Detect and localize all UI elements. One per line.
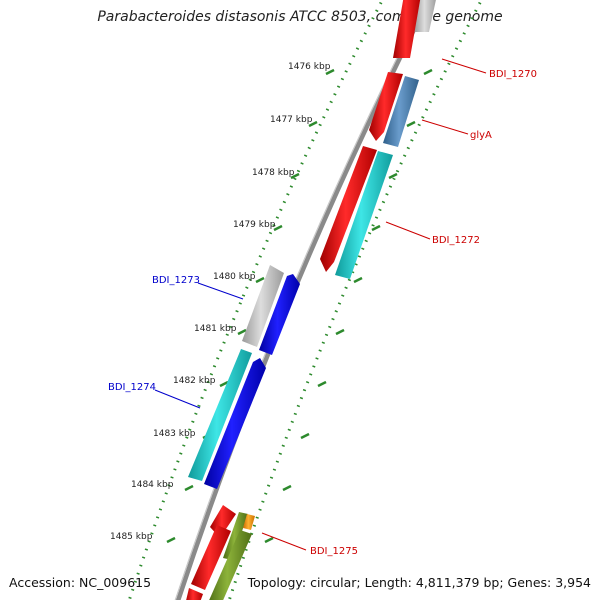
gene-red-arrow-1[interactable] (369, 72, 403, 141)
gene-bdi-1272[interactable] (335, 151, 393, 279)
reverse-strand-genes (188, 265, 300, 489)
gene-label-glya[interactable]: glyA (470, 130, 492, 141)
gene-label-bdi-1275[interactable]: BDI_1275 (310, 546, 358, 557)
tick-label-1485: 1485 kbp (110, 532, 153, 542)
gene-bdi-1270[interactable] (393, 0, 421, 58)
gene-top-grey[interactable] (414, 0, 437, 32)
inner-tick-track (127, 0, 385, 600)
gene-label-bdi-1270[interactable]: BDI_1270 (489, 69, 537, 80)
gene-label-bdi-1272[interactable]: BDI_1272 (432, 235, 480, 246)
gene-red-bottom-3[interactable] (185, 588, 203, 600)
gene-bdi-1273[interactable] (242, 265, 284, 347)
tick-label-1477: 1477 kbp (270, 115, 313, 125)
tick-label-1484: 1484 kbp (131, 480, 174, 490)
tick-labels: 1476 kbp 1477 kbp 1478 kbp 1479 kbp 1480… (110, 62, 331, 542)
gene-label-bdi-1273[interactable]: BDI_1273 (152, 275, 200, 286)
tick-label-1478: 1478 kbp (252, 168, 295, 178)
forward-strand-genes (185, 0, 437, 600)
gene-bdi-1274[interactable] (188, 349, 252, 481)
label-leaders (154, 58, 487, 551)
gene-labels: BDI_1270 glyA BDI_1272 BDI_1273 BDI_1274… (108, 69, 537, 557)
tick-label-1483: 1483 kbp (153, 429, 196, 439)
tick-label-1482: 1482 kbp (173, 376, 216, 386)
gene-label-bdi-1274[interactable]: BDI_1274 (108, 382, 156, 393)
outer-tick-track (227, 0, 484, 600)
tick-label-1480: 1480 kbp (213, 272, 256, 282)
outer-major-ticks (264, 68, 433, 544)
gene-olive[interactable] (223, 512, 248, 560)
gene-glya[interactable] (383, 76, 419, 147)
gene-blue-1[interactable] (259, 274, 300, 355)
accession-text: Accession: NC_009615 (9, 575, 152, 590)
tick-label-1481: 1481 kbp (194, 324, 237, 334)
gene-red-bottom-2[interactable] (191, 525, 231, 590)
gene-red-long[interactable] (320, 146, 377, 272)
inner-major-ticks (166, 68, 335, 544)
gene-bdi-1275-orange[interactable] (243, 514, 255, 530)
gene-olive-long[interactable] (207, 530, 252, 600)
tick-label-1476: 1476 kbp (288, 62, 331, 72)
gene-blue-2[interactable] (204, 358, 266, 489)
tick-label-1479: 1479 kbp (233, 220, 276, 230)
genome-stats-text: Topology: circular; Length: 4,811,379 bp… (247, 575, 591, 590)
